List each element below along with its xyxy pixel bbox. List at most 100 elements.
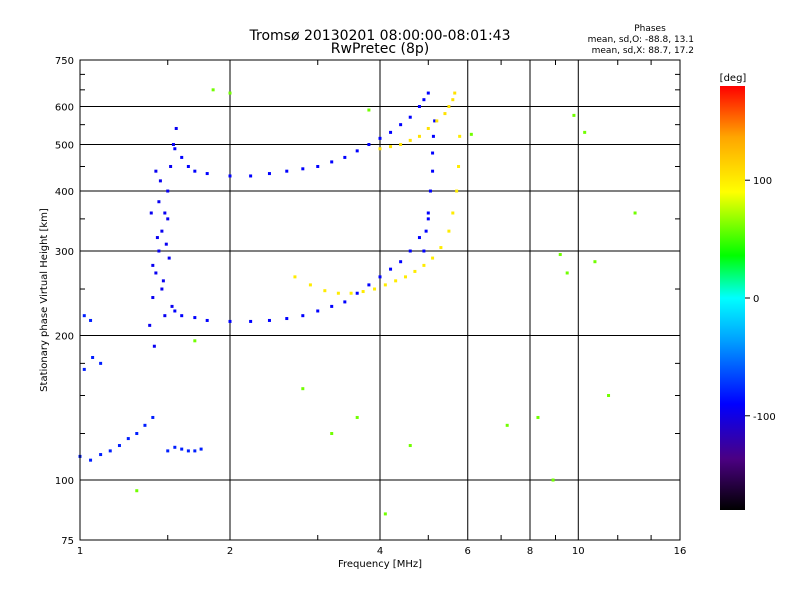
colorbar-tick-label: 0	[753, 294, 759, 305]
x-tick-label: 6	[465, 546, 471, 557]
data-point	[82, 314, 86, 318]
data-point	[417, 236, 421, 240]
y-tick-label: 300	[55, 247, 74, 258]
data-point	[383, 512, 387, 516]
x-tick-label: 2	[227, 546, 233, 557]
data-point	[378, 275, 382, 279]
data-point	[285, 169, 289, 173]
x-tick-label: 8	[527, 546, 533, 557]
data-point	[572, 113, 576, 117]
data-point	[82, 367, 86, 371]
data-point	[155, 236, 159, 240]
data-point	[551, 478, 555, 482]
y-tick-label: 750	[55, 56, 74, 67]
data-point	[343, 300, 347, 304]
data-point	[316, 164, 320, 168]
x-tick-label: 1	[77, 546, 83, 557]
data-point	[428, 189, 432, 193]
colorbar-tick-label: -100	[753, 412, 776, 423]
data-point	[373, 287, 377, 291]
data-point	[408, 249, 412, 253]
data-point	[308, 283, 312, 287]
data-point	[343, 155, 347, 159]
data-point	[458, 134, 462, 138]
data-point	[164, 242, 168, 246]
data-point	[205, 172, 209, 176]
data-point	[453, 91, 457, 95]
data-point	[389, 267, 393, 271]
data-point	[367, 143, 371, 147]
data-point	[228, 174, 232, 178]
data-point	[408, 115, 412, 119]
data-point	[174, 126, 178, 130]
data-point	[439, 246, 443, 250]
y-tick-label: 600	[55, 103, 74, 114]
data-point	[367, 283, 371, 287]
data-point	[426, 91, 430, 95]
data-point	[157, 249, 161, 253]
data-point	[293, 275, 297, 279]
data-point	[180, 314, 184, 318]
data-point	[433, 119, 437, 123]
data-point	[228, 91, 232, 95]
data-point	[149, 211, 153, 215]
data-point	[431, 169, 435, 173]
data-point	[166, 217, 170, 221]
data-point	[633, 211, 637, 215]
data-point	[394, 279, 398, 283]
data-point	[323, 289, 327, 293]
data-point	[457, 164, 461, 168]
data-point	[330, 304, 334, 308]
data-point	[422, 249, 426, 253]
data-point	[135, 489, 139, 493]
data-point	[89, 458, 93, 462]
data-point	[169, 164, 173, 168]
data-point	[163, 211, 167, 215]
data-point	[451, 211, 455, 215]
data-point	[99, 361, 103, 365]
data-point	[108, 449, 112, 453]
x-tick-label: 10	[572, 546, 585, 557]
data-point	[199, 447, 203, 451]
data-point	[431, 151, 435, 155]
data-point	[166, 189, 170, 193]
plot-frame	[79, 59, 681, 541]
data-point	[173, 147, 177, 151]
data-point	[180, 155, 184, 159]
data-point	[193, 169, 197, 173]
data-point	[435, 119, 439, 123]
data-point	[186, 449, 190, 453]
data-point	[389, 145, 393, 149]
data-point	[424, 229, 428, 233]
data-point	[431, 256, 435, 260]
data-point	[403, 275, 407, 279]
data-point	[593, 260, 597, 264]
y-tick-label: 500	[55, 141, 74, 152]
data-point	[117, 444, 121, 448]
data-point	[443, 112, 447, 116]
data-point	[447, 105, 451, 109]
data-point	[154, 169, 158, 173]
data-point	[211, 88, 215, 92]
data-point	[267, 172, 271, 176]
data-point	[426, 211, 430, 215]
data-point	[249, 319, 253, 323]
data-point	[301, 314, 305, 318]
data-point	[378, 136, 382, 140]
data-point	[193, 316, 197, 320]
data-point	[160, 229, 164, 233]
data-point	[330, 160, 334, 164]
legend-line-x: mean, sd,X: 88.7, 17.2	[592, 46, 694, 56]
chart-title: Tromsø 20130201 08:00:00-08:01:43	[249, 28, 511, 44]
data-point	[249, 174, 253, 178]
data-point	[193, 339, 197, 343]
data-point	[399, 260, 403, 264]
data-point	[417, 105, 421, 109]
data-point	[336, 291, 340, 295]
data-point	[383, 283, 387, 287]
data-point	[607, 394, 611, 398]
data-point	[505, 423, 509, 427]
data-point	[180, 447, 184, 451]
data-point	[148, 323, 152, 327]
data-points	[78, 88, 637, 516]
